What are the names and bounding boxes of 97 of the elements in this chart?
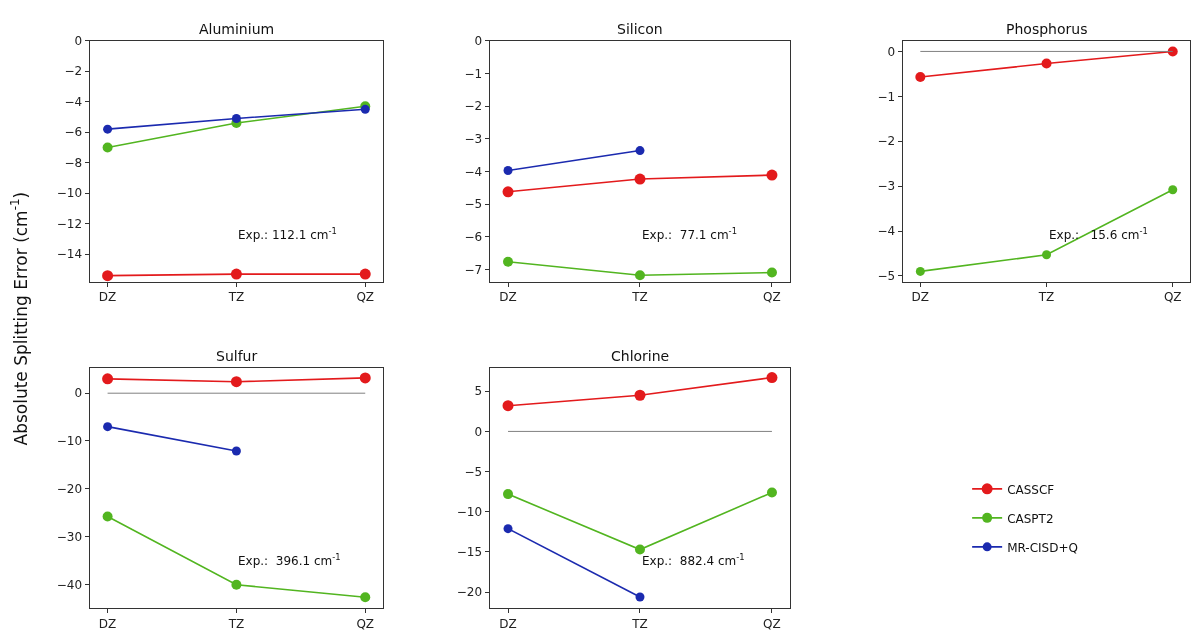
point <box>102 373 114 385</box>
x-tick-label: QZ <box>1163 290 1182 305</box>
x-tick-label: QZ <box>356 290 375 305</box>
point <box>766 169 778 181</box>
point <box>503 524 513 534</box>
x-tick-label: QZ <box>356 616 375 631</box>
point <box>634 270 645 281</box>
point <box>502 400 514 412</box>
chart-title: Aluminium <box>199 21 275 37</box>
point <box>503 489 514 500</box>
y-tick-label: −2 <box>64 64 83 79</box>
point <box>634 173 646 185</box>
y-tick-label: −10 <box>456 504 483 519</box>
point <box>634 544 645 555</box>
y-tick-label: −8 <box>64 155 83 170</box>
annotation: Exp.: 396.1 cm$^{-1}$ <box>238 552 341 569</box>
x-tick-label: DZ <box>98 290 117 305</box>
y-tick-label: −5 <box>464 464 483 479</box>
y-tick-label: −5 <box>464 197 483 212</box>
y-tick-label: −10 <box>56 186 83 201</box>
x-tick-label: QZ <box>763 616 781 631</box>
x-tick-label: DZ <box>98 616 117 631</box>
point <box>503 256 514 267</box>
y-tick-label: −6 <box>64 125 83 140</box>
point <box>230 268 242 280</box>
point <box>231 113 241 123</box>
y-tick-label: −14 <box>56 247 83 262</box>
y-tick-label: −6 <box>464 230 483 245</box>
point <box>1168 185 1178 195</box>
x-tick-label: TZ <box>227 290 245 305</box>
point <box>1167 46 1178 57</box>
y-tick-label: −20 <box>456 585 483 600</box>
chart-title: Phosphorus <box>1006 21 1088 37</box>
x-tick-label: QZ <box>763 290 781 305</box>
point <box>230 376 242 388</box>
point <box>635 146 645 156</box>
y-tick-label: −3 <box>464 131 483 146</box>
y-tick-label: 0 <box>74 33 83 48</box>
point <box>231 579 242 590</box>
point <box>1041 58 1052 69</box>
x-tick-label: DZ <box>499 290 517 305</box>
y-tick-label: 0 <box>887 44 896 59</box>
y-tick-label: −5 <box>877 269 896 284</box>
point <box>103 422 113 432</box>
y-tick-label: 5 <box>474 384 483 399</box>
y-tick-label: −1 <box>464 66 483 81</box>
y-tick-label: −12 <box>56 216 83 231</box>
y-tick-label: 0 <box>74 386 83 401</box>
y-tick-label: −10 <box>56 434 83 449</box>
annotation: Exp.: 112.1 cm$^{-1}$ <box>238 226 337 243</box>
annotation: Exp.: 882.4 cm$^{-1}$ <box>642 552 745 569</box>
y-tick-label: −20 <box>56 481 83 496</box>
point <box>915 72 926 83</box>
point <box>102 270 114 282</box>
point <box>231 446 241 456</box>
point <box>359 372 371 384</box>
y-tick-label: −7 <box>464 262 483 277</box>
y-tick-label: −1 <box>877 89 896 104</box>
y-tick-label: 0 <box>474 424 483 439</box>
y-tick-label: −30 <box>56 529 83 544</box>
point <box>102 142 113 153</box>
point <box>502 186 514 198</box>
chart-title: Chlorine <box>611 348 670 364</box>
chart-title: Sulfur <box>216 348 258 364</box>
point <box>635 592 645 602</box>
point <box>102 511 113 522</box>
point <box>766 267 777 278</box>
point <box>634 389 646 401</box>
y-tick-label: −3 <box>877 179 896 194</box>
point <box>766 372 778 384</box>
y-tick-label: −40 <box>56 577 83 592</box>
point <box>1042 250 1052 260</box>
legend-label: CASSCF <box>1007 482 1055 497</box>
y-tick-label: −4 <box>464 164 483 179</box>
y-tick-label: −2 <box>877 134 896 149</box>
x-tick-label: TZ <box>1037 290 1055 305</box>
y-tick-label: −2 <box>464 99 483 114</box>
point <box>915 266 925 276</box>
legend-label: CASPT2 <box>1007 511 1054 526</box>
point <box>503 166 513 176</box>
annotation: Exp.: 15.6 cm$^{-1}$ <box>1049 226 1148 243</box>
x-tick-label: TZ <box>631 616 648 631</box>
annotation: Exp.: 77.1 cm$^{-1}$ <box>642 226 737 243</box>
legend-label: MR-CISD+Q <box>1007 540 1078 555</box>
y-tick-label: 0 <box>474 33 483 48</box>
x-tick-label: DZ <box>911 290 930 305</box>
y-tick-label: −4 <box>877 224 896 239</box>
chart-title: Silicon <box>617 21 663 37</box>
y-tick-label: −15 <box>456 545 483 560</box>
x-tick-label: TZ <box>227 616 245 631</box>
x-tick-label: DZ <box>499 616 517 631</box>
point <box>103 124 113 134</box>
point <box>359 268 371 280</box>
point <box>766 487 777 498</box>
x-tick-label: TZ <box>631 290 648 305</box>
point <box>360 592 371 603</box>
y-tick-label: −4 <box>64 94 83 109</box>
